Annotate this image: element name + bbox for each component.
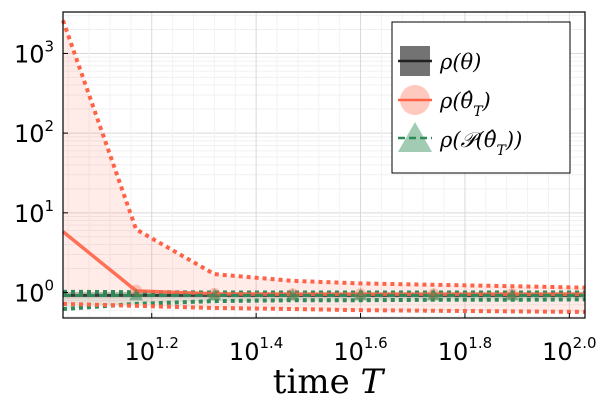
y-tick-label: 101 xyxy=(14,197,54,228)
marker-projected xyxy=(504,288,519,301)
plot-frame xyxy=(62,11,586,319)
y-tick-label: 100 xyxy=(14,277,54,308)
marker-projected xyxy=(285,288,300,301)
marker-projected xyxy=(426,288,441,301)
series-markers xyxy=(129,284,519,301)
x-axis-ticks: 101.2 101.4 101.6 101.8 102.0 xyxy=(125,313,597,366)
series-lines xyxy=(61,19,586,314)
marker-projected xyxy=(207,288,222,301)
legend: ρ(θ) ρ(θ̂T) ρ(𝒫(θ̂T)) xyxy=(391,21,571,174)
x-tick-label: 101.4 xyxy=(229,334,283,366)
marker-projected xyxy=(129,288,144,301)
band-edge-upper-projected xyxy=(62,289,585,295)
band-edge-lower-theta-hat xyxy=(62,301,586,314)
x-axis-label: time T xyxy=(273,362,386,400)
y-tick-label: 102 xyxy=(14,117,54,148)
band-series-2 xyxy=(63,20,585,312)
x-tick-label: 101.6 xyxy=(333,334,387,366)
marker-projected xyxy=(353,288,368,301)
y-tick-label: 103 xyxy=(14,37,54,68)
x-tick-label: 102.0 xyxy=(542,334,596,366)
legend-label-rho-theta: ρ(θ) xyxy=(439,50,481,74)
y-axis-ticks: 100 101 102 103 xyxy=(14,37,68,308)
band-edge-upper-theta-hat xyxy=(61,19,586,290)
x-tick-label: 101.2 xyxy=(125,334,179,366)
x-tick-label: 101.8 xyxy=(438,334,492,366)
